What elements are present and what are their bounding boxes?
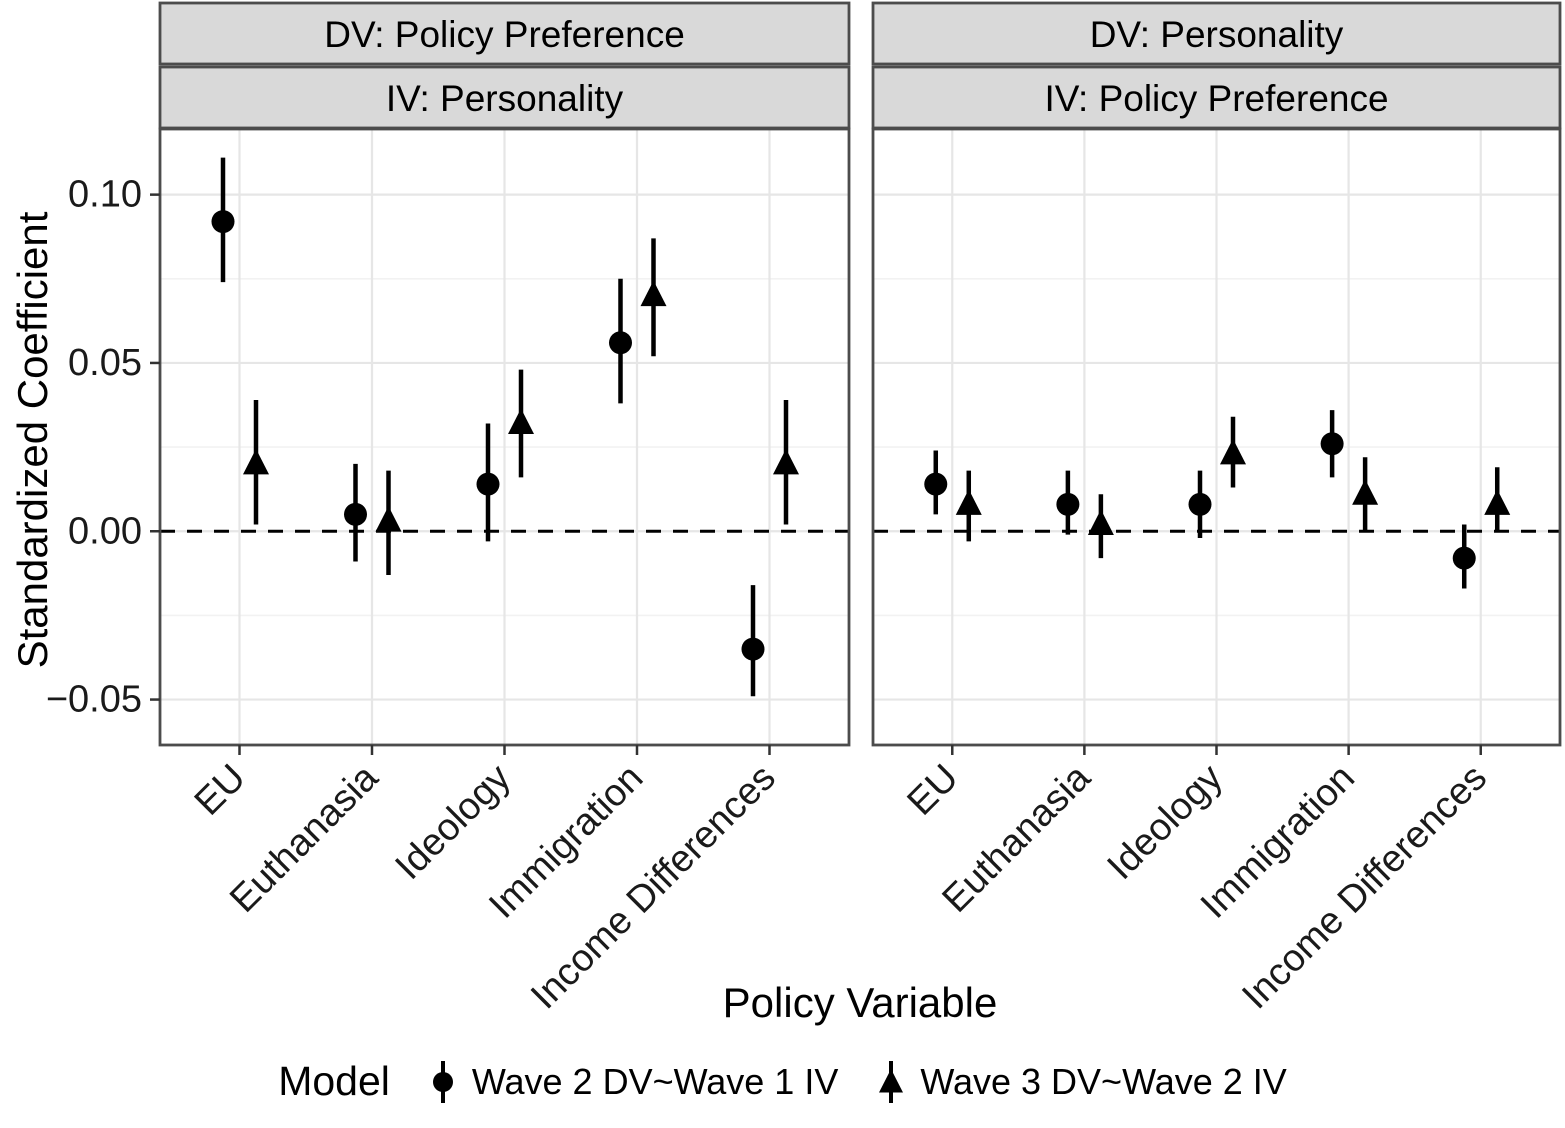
legend-item-label: Wave 2 DV~Wave 1 IV xyxy=(471,1060,839,1102)
estimate-triangle xyxy=(1484,489,1511,515)
pointrange-triangle-immigration xyxy=(640,238,667,357)
legend-item-label: Wave 3 DV~Wave 2 IV xyxy=(920,1060,1287,1102)
y-tick-label: 0.05 xyxy=(68,342,142,384)
y-tick-label: −0.05 xyxy=(46,679,142,721)
estimate-triangle xyxy=(375,506,402,532)
y-tick-label: 0.00 xyxy=(68,510,142,552)
estimate-circle xyxy=(1452,546,1476,570)
facet-strip-iv-label: IV: Policy Preference xyxy=(1044,78,1388,119)
pointrange-circle-income-differences xyxy=(741,585,765,697)
y-tick-label: 0.10 xyxy=(68,174,142,216)
facet-strip-iv-label: IV: Personality xyxy=(386,78,624,119)
pointrange-circle-immigration xyxy=(1320,410,1344,478)
y-axis-title: Standardized Coefficient xyxy=(9,211,56,669)
pointrange-circle-eu xyxy=(924,450,948,515)
x-axis-title: Policy Variable xyxy=(722,979,998,1026)
pointrange-triangle-euthanasia xyxy=(375,470,402,576)
facet-strip-iv xyxy=(871,65,1562,130)
facet-strip-dv-label: DV: Policy Preference xyxy=(324,14,685,55)
pointrange-circle-ideology xyxy=(476,423,500,542)
triangle-pointrange-icon xyxy=(879,1060,904,1103)
x-tick-label-ideology: Ideology xyxy=(388,757,519,888)
estimate-circle xyxy=(476,472,500,496)
estimate-triangle xyxy=(773,448,799,475)
x-tick-label-income-differences: Income Differences xyxy=(1234,757,1495,1018)
pointrange-circle-ideology xyxy=(1188,470,1212,538)
pointrange-circle-immigration xyxy=(609,278,632,404)
estimate-circle xyxy=(344,502,367,526)
estimate-circle xyxy=(924,472,948,496)
x-tick-label-eu: EU xyxy=(900,757,967,824)
pointrange-triangle-eu xyxy=(243,399,269,525)
facet-strip-dv xyxy=(158,1,851,66)
facet-strip-dv xyxy=(871,1,1562,66)
pointrange-triangle-eu xyxy=(955,470,982,542)
pointrange-circle-income-differences xyxy=(1452,524,1476,589)
facet-strip-iv xyxy=(158,65,851,130)
pointrange-triangle-ideology xyxy=(508,369,534,478)
pointrange-triangle-income-differences xyxy=(1484,467,1511,532)
estimate-triangle xyxy=(955,489,982,515)
circle-pointrange-icon xyxy=(432,1060,453,1103)
legend: Model Wave 2 DV~Wave 1 IV Wave 3 DV~Wave… xyxy=(0,1058,1565,1105)
pointrange-triangle-ideology xyxy=(1220,416,1246,488)
pointrange-triangle-immigration xyxy=(1352,457,1379,532)
x-tick-label-eu: EU xyxy=(187,757,254,824)
estimate-triangle xyxy=(640,280,667,307)
pointrange-circle-euthanasia xyxy=(344,463,367,562)
estimate-circle xyxy=(741,637,765,661)
estimate-triangle xyxy=(508,408,534,435)
estimate-triangle xyxy=(243,448,269,475)
estimate-triangle xyxy=(1352,479,1379,505)
estimate-circle xyxy=(609,331,632,355)
pointrange-triangle-euthanasia xyxy=(1087,494,1114,559)
legend-title: Model xyxy=(278,1058,390,1104)
estimate-triangle xyxy=(1087,509,1114,536)
x-tick-label-ideology: Ideology xyxy=(1100,757,1231,888)
pointrange-circle-euthanasia xyxy=(1056,470,1080,535)
estimate-circle xyxy=(1188,492,1212,516)
facet-strip-dv-label: DV: Personality xyxy=(1090,14,1344,55)
estimate-circle xyxy=(211,210,235,234)
estimate-triangle xyxy=(1220,438,1246,465)
pointrange-triangle-income-differences xyxy=(773,399,799,525)
legend-item-wave2: Wave 2 DV~Wave 1 IV xyxy=(430,1059,838,1105)
estimate-circle xyxy=(1056,492,1080,516)
legend-item-wave3: Wave 3 DV~Wave 2 IV xyxy=(878,1059,1287,1105)
pointrange-circle-eu xyxy=(211,157,235,283)
estimate-circle xyxy=(1320,432,1344,456)
